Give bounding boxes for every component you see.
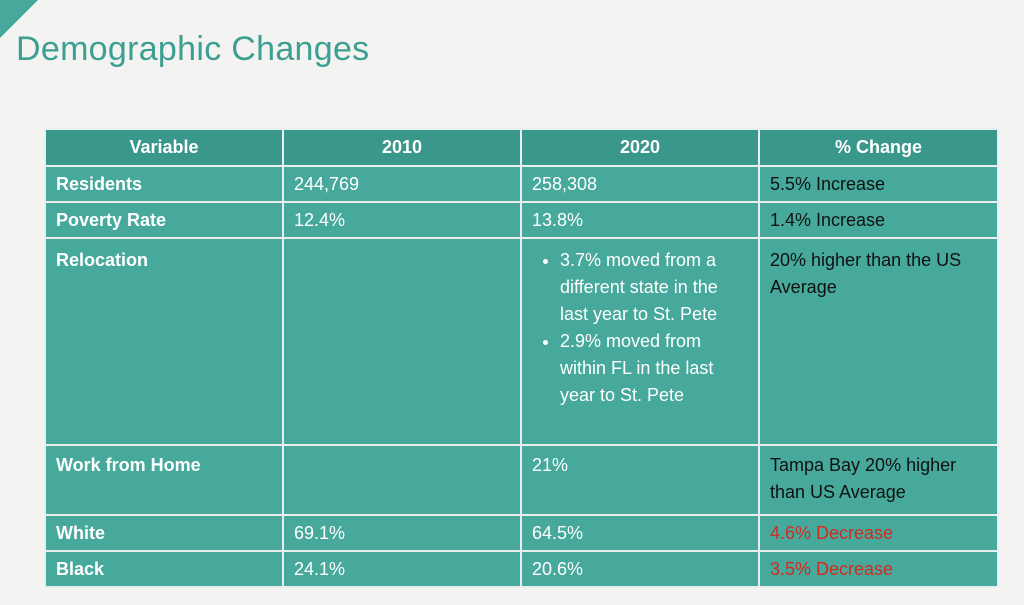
- cell-variable: Work from Home: [44, 444, 284, 516]
- cell-variable: Relocation: [44, 237, 284, 446]
- table-row: Residents 244,769 258,308 5.5% Increase: [44, 165, 999, 203]
- bullet-item: 3.7% moved from a different state in the…: [560, 247, 748, 328]
- cell-change-decrease: 4.6% Decrease: [758, 514, 999, 552]
- cell-2010: 244,769: [282, 165, 522, 203]
- table-row: Work from Home 21% Tampa Bay 20% higher …: [44, 444, 999, 516]
- cell-2020: 64.5%: [520, 514, 760, 552]
- relocation-bullets: 3.7% moved from a different state in the…: [532, 247, 748, 409]
- cell-variable: White: [44, 514, 284, 552]
- cell-2020: 13.8%: [520, 201, 760, 239]
- cell-variable: Residents: [44, 165, 284, 203]
- header-2020: 2020: [520, 128, 760, 167]
- cell-2010: 12.4%: [282, 201, 522, 239]
- demographics-table: Variable 2010 2020 % Change Residents 24…: [44, 128, 999, 588]
- table-row: White 69.1% 64.5% 4.6% Decrease: [44, 514, 999, 552]
- cell-2010: 24.1%: [282, 550, 522, 588]
- cell-change: 20% higher than the US Average: [758, 237, 999, 446]
- slide-title: Demographic Changes: [16, 30, 370, 68]
- cell-change: Tampa Bay 20% higher than US Average: [758, 444, 999, 516]
- cell-2020: 3.7% moved from a different state in the…: [520, 237, 760, 446]
- bullet-item: 2.9% moved from within FL in the last ye…: [560, 328, 748, 409]
- table-row: Poverty Rate 12.4% 13.8% 1.4% Increase: [44, 201, 999, 239]
- cell-2010: 69.1%: [282, 514, 522, 552]
- cell-2020: 258,308: [520, 165, 760, 203]
- table-header-row: Variable 2010 2020 % Change: [44, 128, 999, 167]
- table-row: Black 24.1% 20.6% 3.5% Decrease: [44, 550, 999, 588]
- cell-2010: [282, 444, 522, 516]
- cell-variable: Black: [44, 550, 284, 588]
- cell-variable: Poverty Rate: [44, 201, 284, 239]
- header-variable: Variable: [44, 128, 284, 167]
- table-row: Relocation 3.7% moved from a different s…: [44, 237, 999, 446]
- corner-accent: [0, 0, 38, 38]
- header-change: % Change: [758, 128, 999, 167]
- cell-2020: 20.6%: [520, 550, 760, 588]
- cell-change: 5.5% Increase: [758, 165, 999, 203]
- cell-change-decrease: 3.5% Decrease: [758, 550, 999, 588]
- cell-change: 1.4% Increase: [758, 201, 999, 239]
- header-2010: 2010: [282, 128, 522, 167]
- cell-2010: [282, 237, 522, 446]
- cell-2020: 21%: [520, 444, 760, 516]
